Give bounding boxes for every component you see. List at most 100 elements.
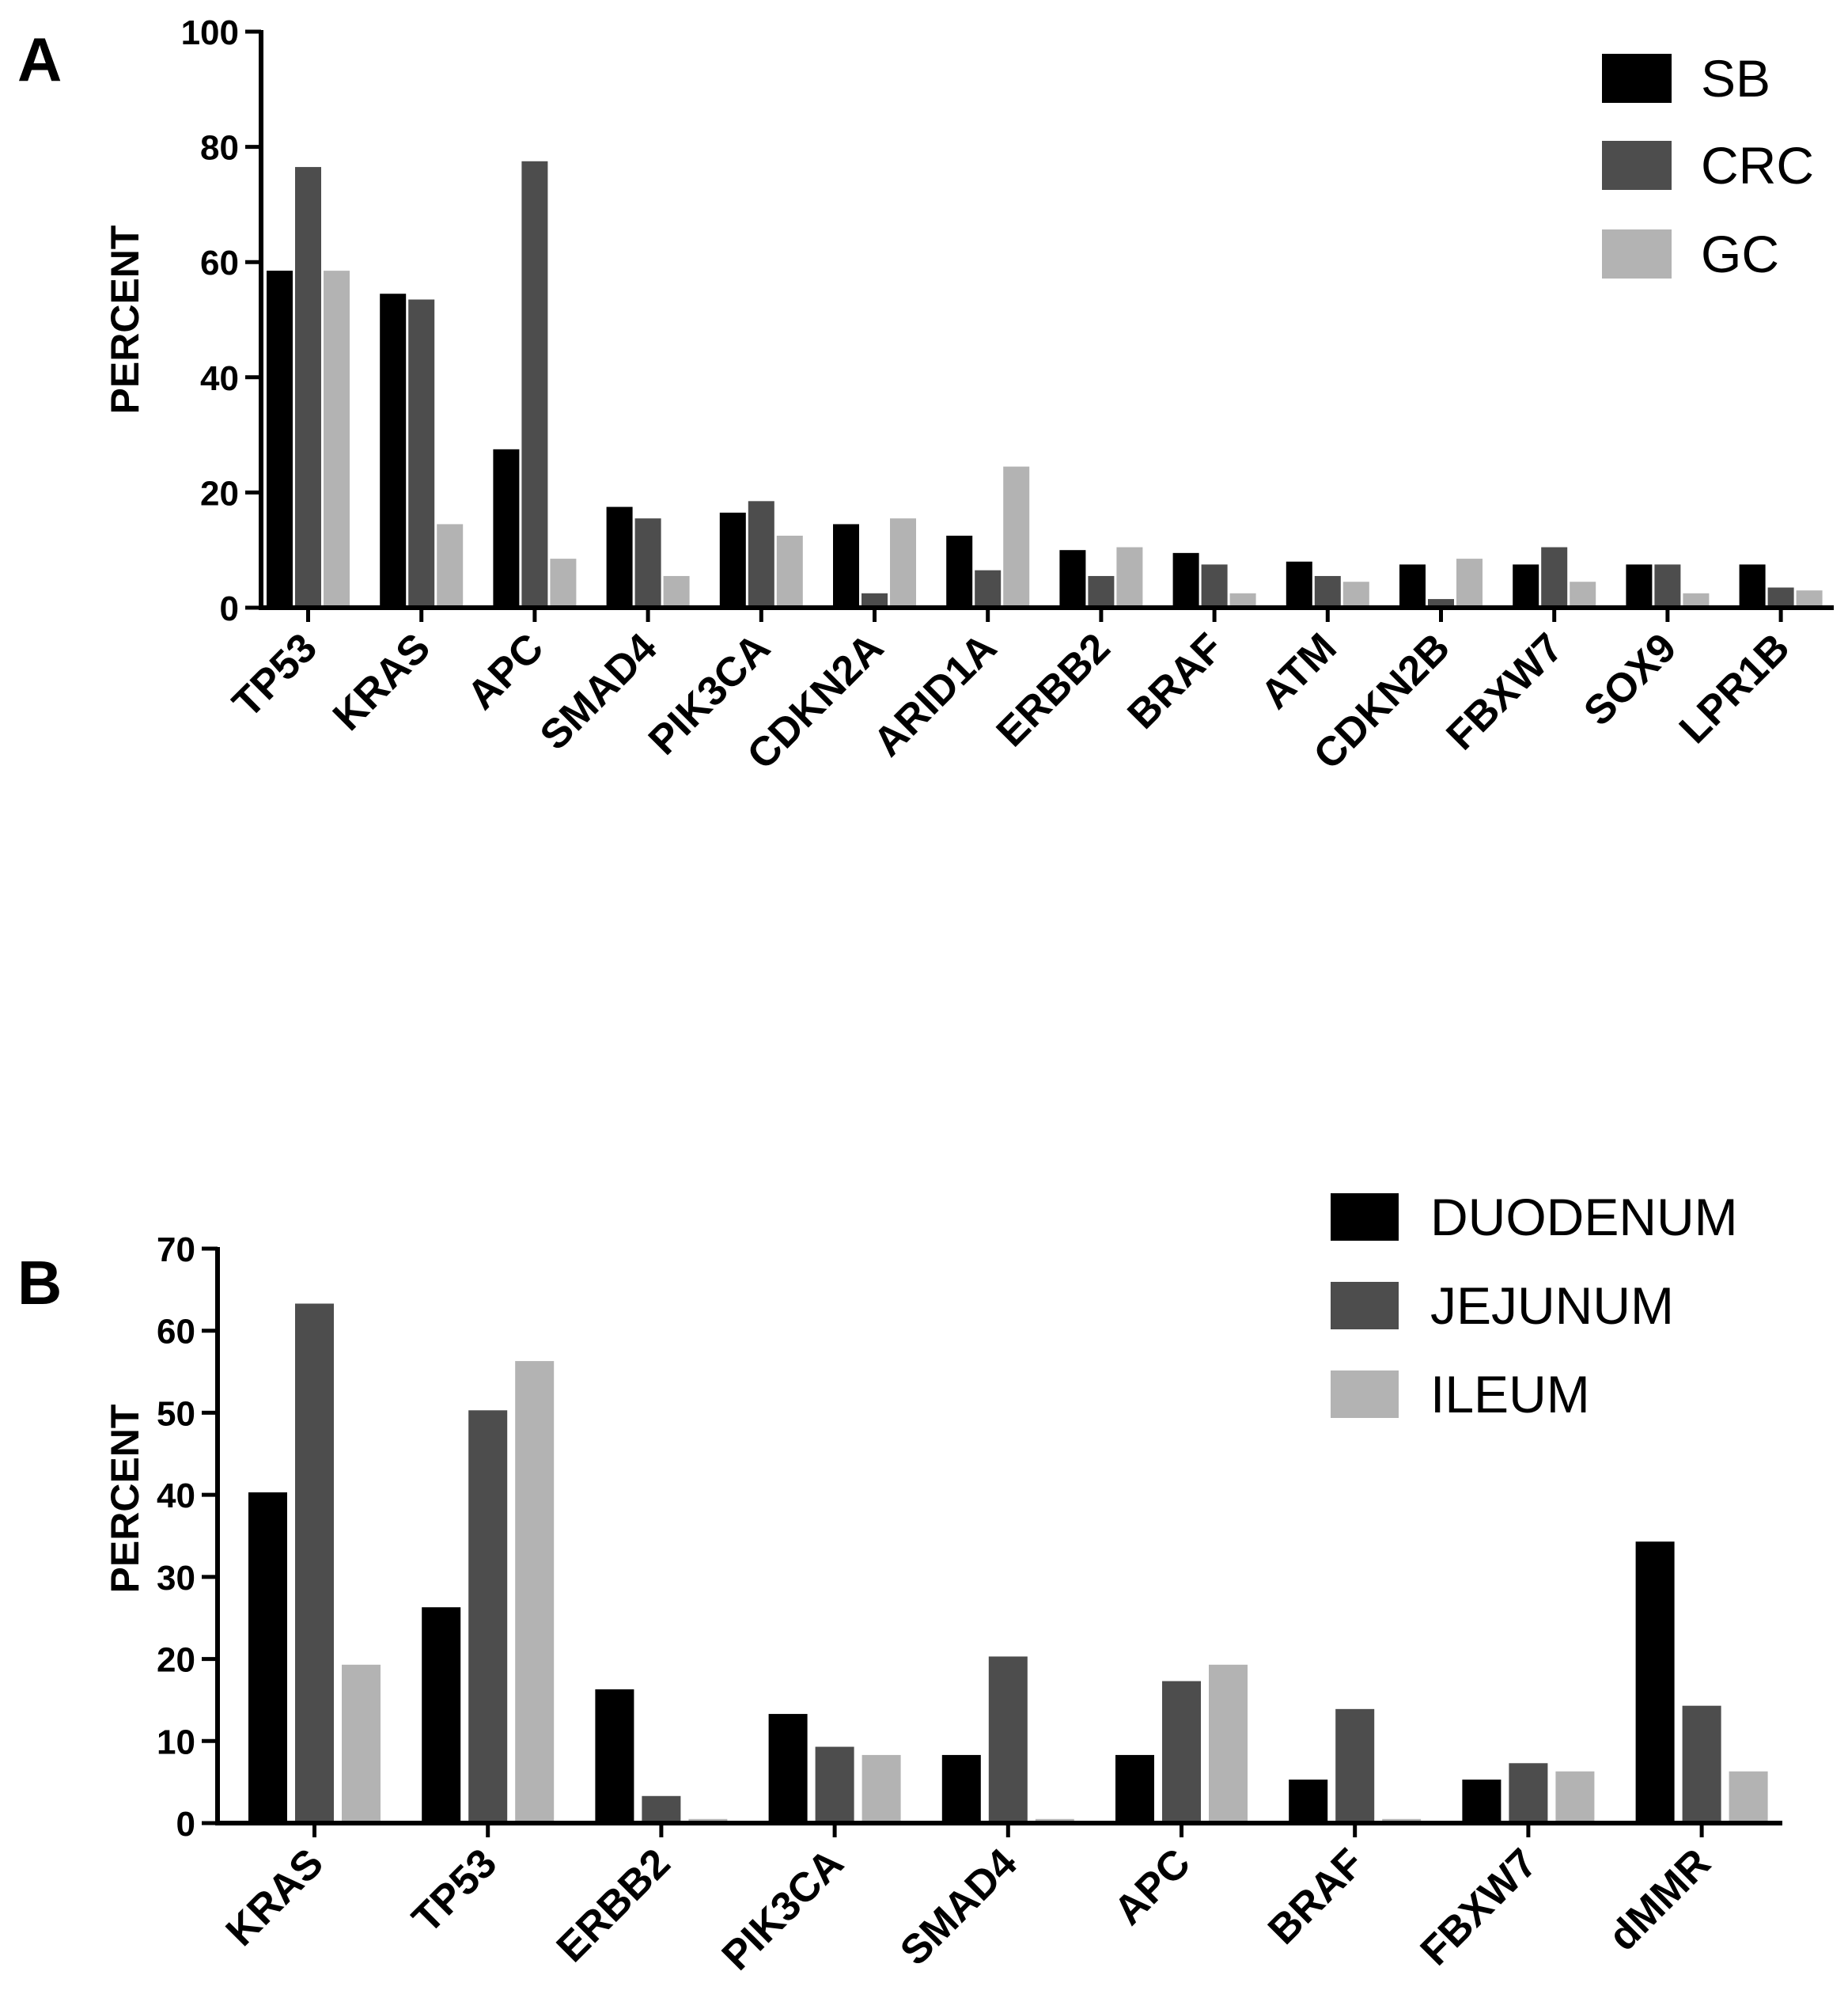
- panel-b-bar-ileum-pik3ca: [862, 1754, 901, 1823]
- panel-b-bar-ileum-fbxw7: [1555, 1771, 1595, 1823]
- panel-a-bar-sb-fbxw7: [1513, 564, 1539, 608]
- panel-b-legend-swatch-duodenum: [1331, 1193, 1399, 1241]
- panel-b-bar-duodenum-braf: [1289, 1780, 1328, 1823]
- panel-a-x-tick-label: TP53: [224, 624, 326, 726]
- panel-b-x-tick-label: KRAS: [218, 1840, 332, 1954]
- panel-a-x-tick-label: SMAD4: [532, 624, 666, 759]
- panel-a-bar-sb-lpr1b: [1739, 564, 1766, 608]
- panel-b-bar-duodenum-tp53: [422, 1607, 461, 1823]
- panel-a-x-tick-label: LPR1B: [1671, 624, 1799, 753]
- panel-a-letter: A: [17, 25, 62, 94]
- panel-b-x-tick-label: TP53: [403, 1840, 506, 1942]
- panel-b-y-tick-label: 60: [157, 1313, 195, 1351]
- panel-a-bar-gc-apc: [550, 559, 577, 608]
- panel-b-bar-jejunum-apc: [1162, 1681, 1201, 1823]
- panel-b-y-tick-label: 70: [157, 1230, 195, 1269]
- panel-b-bar-jejunum-braf: [1335, 1708, 1375, 1823]
- panel-a-bar-sb-cdkn2b: [1399, 564, 1426, 608]
- panel-a-y-tick-label: 60: [200, 244, 239, 282]
- panel-a-bar-crc-sox9: [1654, 564, 1681, 608]
- panel-b-x-tick-label: ERBB2: [548, 1840, 680, 1971]
- panel-a-bar-sb-pik3ca: [719, 512, 746, 608]
- panel-a-y-tick-label: 40: [200, 359, 239, 398]
- panel-a-bar-gc-pik3ca: [776, 536, 803, 608]
- panel-b-x-tick-label: FBXW7: [1412, 1840, 1547, 1974]
- panel-b-bar-ileum-kras: [342, 1664, 381, 1823]
- panel-b-bar-jejunum-erbb2: [642, 1795, 681, 1823]
- panel-a-bar-gc-sox9: [1683, 593, 1710, 608]
- panel-b-bar-duodenum-fbxw7: [1462, 1780, 1502, 1823]
- panel-a-bar-crc-atm: [1314, 575, 1341, 608]
- panel-b-x-tick-label: dMMR: [1600, 1840, 1719, 1959]
- panel-a-legend-label-crc: CRC: [1701, 136, 1814, 195]
- panel-a-x-tick-label: ERBB2: [988, 624, 1119, 756]
- panel-b-bar-duodenum-erbb2: [595, 1689, 634, 1823]
- panel-b-bar-duodenum-smad4: [941, 1754, 981, 1823]
- panel-a-bar-sb-apc: [493, 449, 520, 608]
- panel-a-legend-swatch-crc: [1602, 141, 1672, 190]
- panel-a-y-tick-label: 20: [200, 474, 239, 513]
- panel-a-bar-sb-erbb2: [1059, 550, 1086, 608]
- panel-a-bar-crc-braf: [1201, 564, 1228, 608]
- panel-a-bar-crc-cdkn2a: [862, 593, 888, 608]
- panel-a-legend-swatch-gc: [1602, 229, 1672, 279]
- panel-a-bar-gc-erbb2: [1116, 547, 1143, 608]
- panel-a-bar-crc-kras: [408, 299, 435, 608]
- panel-a-y-axis-label: PERCENT: [103, 226, 147, 415]
- panel-a-bar-crc-tp53: [295, 167, 321, 608]
- panel-b-bar-ileum-dmmr: [1729, 1771, 1768, 1823]
- panel-a-x-tick-label: ATM: [1252, 624, 1346, 718]
- panel-b-y-axis-label: PERCENT: [103, 1405, 147, 1594]
- panel-b-bar-duodenum-apc: [1115, 1754, 1154, 1823]
- panel-a-x-tick-label: BRAF: [1119, 624, 1232, 737]
- panel-b-y-tick-label: 10: [157, 1723, 195, 1761]
- panel-a-bar-crc-arid1a: [975, 570, 1002, 608]
- panel-a-bar-crc-apc: [521, 161, 548, 608]
- panel-a-y-tick-label: 80: [200, 129, 239, 168]
- panel-a-bar-gc-fbxw7: [1570, 582, 1596, 608]
- panel-a-legend-label-sb: SB: [1701, 49, 1770, 108]
- panel-a-bar-gc-braf: [1229, 593, 1256, 608]
- panel-a-bar-sb-braf: [1172, 552, 1199, 608]
- panel-b-bar-jejunum-tp53: [468, 1410, 508, 1823]
- panel-a-bar-gc-smad4: [663, 575, 690, 608]
- panel-a-bar-gc-cdkn2b: [1456, 559, 1483, 608]
- panel-a-x-tick-label: KRAS: [324, 624, 439, 739]
- panel-b-bar-jejunum-dmmr: [1682, 1705, 1721, 1823]
- panel-b-x-tick-label: SMAD4: [892, 1840, 1026, 1974]
- panel-a-bar-sb-kras: [380, 294, 407, 608]
- panel-a-bar-gc-cdkn2a: [890, 518, 916, 608]
- panel-b-bar-duodenum-kras: [248, 1492, 287, 1823]
- panel-a-legend-swatch-sb: [1602, 54, 1672, 103]
- panel-b-x-tick-label: APC: [1105, 1840, 1199, 1934]
- panel-b-y-tick-label: 0: [176, 1805, 195, 1844]
- panel-b-bar-jejunum-fbxw7: [1509, 1763, 1548, 1823]
- panel-b-legend-swatch-jejunum: [1331, 1282, 1399, 1329]
- panel-a-bar-sb-sox9: [1626, 564, 1653, 608]
- panel-a-x-tick-label: SOX9: [1575, 624, 1685, 734]
- panel-a-x-tick-label: FBXW7: [1437, 624, 1572, 759]
- panel-b-bar-ileum-apc: [1209, 1664, 1248, 1823]
- panel-a-bar-gc-tp53: [324, 271, 350, 608]
- panel-a-bar-crc-smad4: [634, 518, 661, 608]
- panel-b-legend-label-duodenum: DUODENUM: [1430, 1188, 1738, 1246]
- panel-b-bar-ileum-tp53: [515, 1361, 555, 1823]
- panel-b-bar-jejunum-kras: [295, 1303, 334, 1823]
- panel-b-bar-duodenum-dmmr: [1635, 1541, 1675, 1823]
- panel-a-bar-sb-cdkn2a: [833, 524, 859, 608]
- panel-b-y-tick-label: 50: [157, 1394, 195, 1433]
- panel-a-y-tick-label: 0: [220, 589, 239, 628]
- panel-b-x-tick-label: BRAF: [1259, 1840, 1373, 1953]
- panel-b-chart: B PERCENT 0 10 20 30 40 50 60 70 KRAS TP53 ERBB2 PIK3…: [17, 1188, 1782, 1979]
- panel-b-y-tick-label: 40: [157, 1477, 195, 1515]
- panel-b-legend-label-ileum: ILEUM: [1430, 1365, 1590, 1424]
- panel-a-x-tick-label: ARID1A: [865, 624, 1005, 765]
- panel-a-y-tick-label: 100: [181, 13, 239, 52]
- panel-a-bar-crc-cdkn2b: [1428, 599, 1454, 608]
- panel-a-bar-sb-smad4: [606, 506, 633, 608]
- panel-a-bar-sb-atm: [1286, 561, 1312, 608]
- panel-a-bar-crc-lpr1b: [1767, 587, 1794, 608]
- panel-a-bar-sb-arid1a: [946, 536, 973, 608]
